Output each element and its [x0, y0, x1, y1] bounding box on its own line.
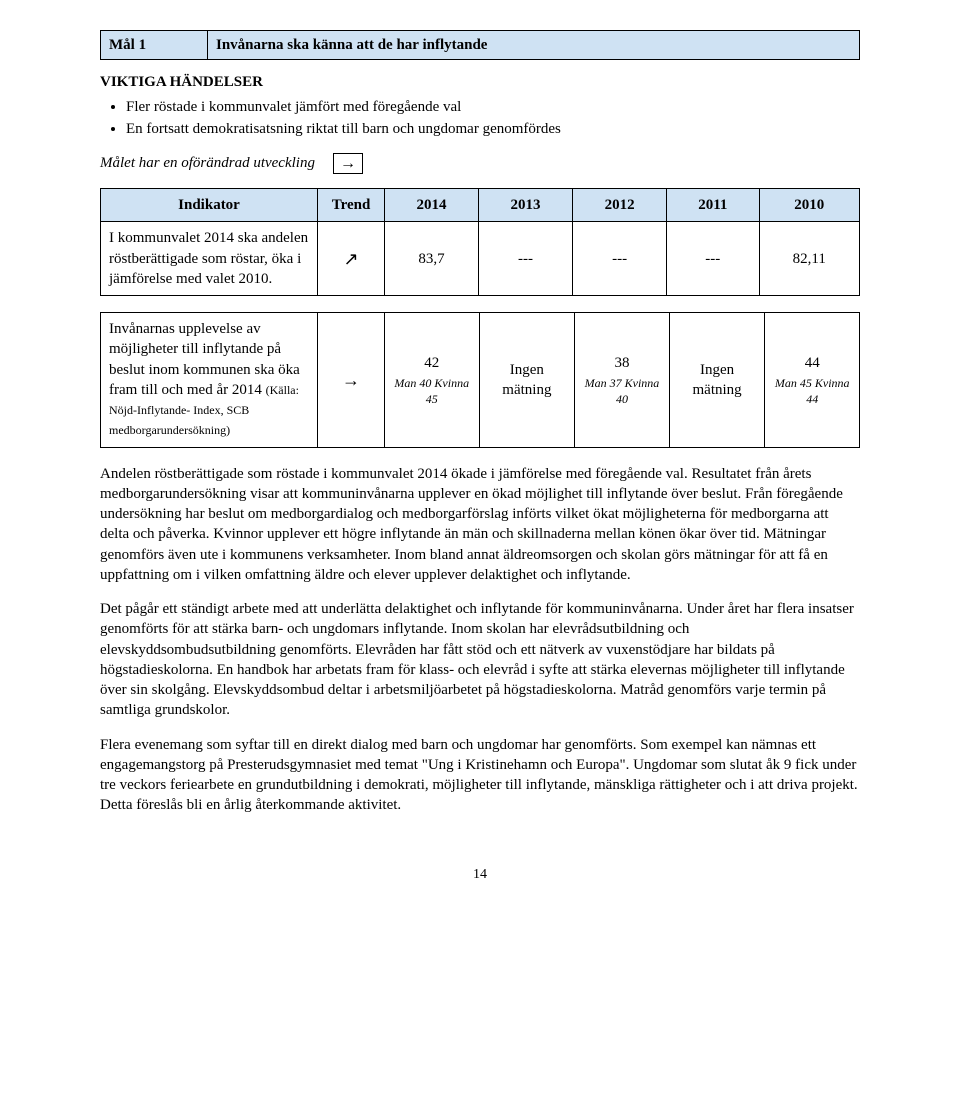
row2-2014: 42 Man 40 Kvinna 45 — [385, 313, 480, 448]
body-para-3: Flera evenemang som syftar till en direk… — [100, 735, 860, 816]
table-row: I kommunvalet 2014 ska andelen röstberät… — [101, 222, 860, 296]
page-number: 14 — [100, 866, 860, 885]
row2-2010: 44 Man 45 Kvinna 44 — [765, 313, 860, 448]
status-label: Målet har en oförändrad utveckling — [100, 153, 315, 173]
row2-2014-sub: Man 40 Kvinna 45 — [393, 375, 471, 407]
event-item: Fler röstade i kommunvalet jämfört med f… — [126, 97, 860, 117]
row2-trend-icon: → — [318, 313, 385, 448]
body-para-1: Andelen röstberättigade som röstade i ko… — [100, 464, 860, 586]
row1-2011: --- — [667, 222, 759, 296]
goal-header-table: Mål 1 Invånarna ska känna att de har inf… — [100, 30, 860, 60]
row2-2012: 38 Man 37 Kvinna 40 — [575, 313, 670, 448]
th-trend: Trend — [318, 189, 385, 222]
row1-2012: --- — [573, 222, 667, 296]
row1-2014: 83,7 — [385, 222, 479, 296]
table-row: Invånarnas upplevelse av möjligheter til… — [101, 313, 860, 448]
row2-2010-sub: Man 45 Kvinna 44 — [773, 375, 851, 407]
status-arrow-icon: → — [333, 153, 363, 174]
row2-2014-main: 42 — [424, 355, 439, 371]
indicator-table-2: Invånarnas upplevelse av möjligheter til… — [100, 312, 860, 448]
row2-2013: Ingen mätning — [479, 313, 575, 448]
row2-2012-sub: Man 37 Kvinna 40 — [583, 375, 661, 407]
th-2011: 2011 — [667, 189, 759, 222]
row1-trend-icon: ↗ — [318, 222, 385, 296]
goal-label: Mål 1 — [101, 31, 208, 60]
goal-title: Invånarna ska känna att de har inflytand… — [208, 31, 860, 60]
th-indicator: Indikator — [101, 189, 318, 222]
body-para-2: Det pågår ett ständigt arbete med att un… — [100, 599, 860, 721]
th-2010: 2010 — [759, 189, 860, 222]
status-row: Målet har en oförändrad utveckling → — [100, 153, 860, 174]
events-list: Fler röstade i kommunvalet jämfört med f… — [100, 97, 860, 140]
row1-2010: 82,11 — [759, 222, 860, 296]
th-2012: 2012 — [573, 189, 667, 222]
th-2013: 2013 — [479, 189, 573, 222]
row1-2013: --- — [479, 222, 573, 296]
events-heading: VIKTIGA HÄNDELSER — [100, 72, 860, 92]
row2-2010-main: 44 — [805, 355, 820, 371]
th-2014: 2014 — [385, 189, 479, 222]
row2-2011: Ingen mätning — [669, 313, 765, 448]
indicator-table-1: Indikator Trend 2014 2013 2012 2011 2010… — [100, 188, 860, 296]
row2-2012-main: 38 — [614, 355, 629, 371]
row2-desc: Invånarnas upplevelse av möjligheter til… — [101, 313, 318, 448]
event-item: En fortsatt demokratisatsning riktat til… — [126, 119, 860, 139]
row1-desc: I kommunvalet 2014 ska andelen röstberät… — [101, 222, 318, 296]
